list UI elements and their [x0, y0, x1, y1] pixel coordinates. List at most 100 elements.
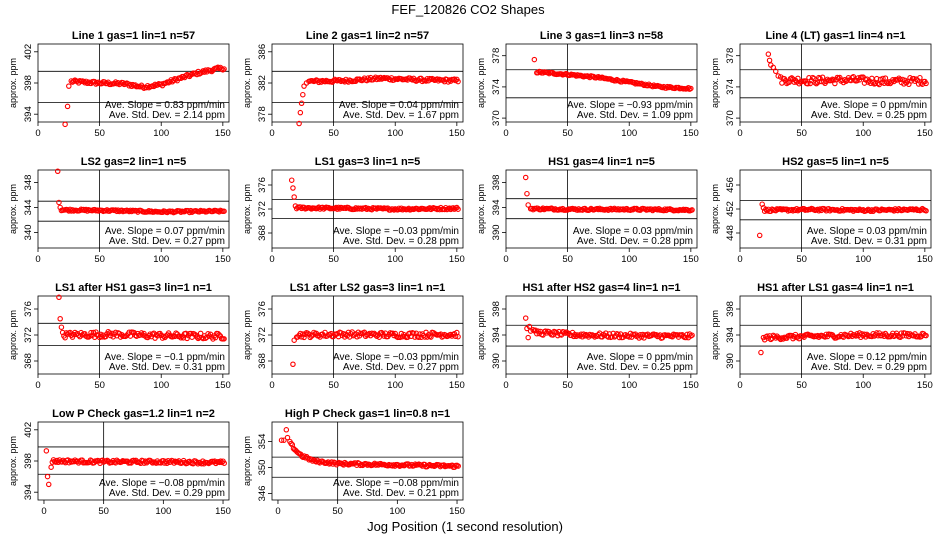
y-tick-label: 398 [23, 75, 34, 91]
x-tick-label: 150 [449, 254, 465, 265]
data-point [344, 78, 350, 84]
data-point [381, 333, 387, 339]
data-point [70, 78, 77, 84]
data-point [562, 330, 568, 336]
slope-annotation-2: Ave. Std. Dev. = 0.25 ppm [577, 362, 693, 373]
panel-9: LS1 after HS1 gas=3 lin=1 n=1 approx. ppm… [8, 282, 231, 391]
slope-annotation-1: Ave. Slope = 0.04 ppm/min [339, 100, 459, 111]
y-tick-label: 394 [23, 106, 34, 122]
panel-title: LS2 gas=2 lin=1 n=5 [81, 156, 186, 168]
data-point [572, 72, 578, 78]
data-point [300, 91, 306, 98]
data-point [201, 208, 208, 214]
data-point [288, 440, 294, 447]
slope-annotation-1: Ave. Slope = 0.12 ppm/min [807, 352, 927, 363]
y-tick-label: 372 [23, 327, 34, 343]
panel-ylabel: approx. ppm [476, 310, 486, 360]
x-tick-label: 0 [35, 254, 40, 265]
data-point [278, 437, 285, 443]
data-points [290, 329, 461, 367]
slope-annotation-1: Ave. Slope = 0.83 ppm/min [105, 100, 225, 111]
x-tick-label: 50 [94, 380, 105, 391]
x-tick-label: 50 [796, 128, 807, 139]
data-point [795, 75, 801, 82]
data-point [428, 334, 434, 340]
data-point [66, 83, 72, 89]
plot-frame [505, 43, 698, 123]
x-tick-label: 50 [328, 254, 339, 265]
data-point [63, 330, 70, 336]
slope-annotation-2: Ave. Std. Dev. = 2.14 ppm [109, 110, 225, 121]
data-point [196, 209, 203, 215]
x-tick-label: 0 [41, 506, 46, 517]
data-point [765, 51, 772, 57]
data-point [869, 207, 875, 213]
y-tick-label: 368 [257, 225, 268, 241]
data-point [298, 100, 305, 107]
y-tick-label: 340 [23, 224, 34, 240]
x-tick-label: 150 [917, 380, 933, 391]
panel-11: HS1 after HS2 gas=4 lin=1 n=1 approx. ppm… [476, 282, 699, 391]
y-tick-label: 394 [23, 484, 34, 500]
data-point [644, 82, 651, 89]
data-point [169, 208, 176, 215]
slope-annotation-1: Ave. Slope = 0 ppm/min [587, 352, 693, 363]
slope-annotation-2: Ave. Std. Dev. = 1.67 ppm [343, 110, 459, 121]
data-point [450, 205, 456, 211]
x-tick-label: 100 [155, 506, 171, 517]
slope-annotation-2: Ave. Std. Dev. = 0.25 ppm [811, 110, 927, 121]
panels-group: Line 1 gas=1 lin=1 n=57 approx. ppm 0 50 100… [8, 30, 933, 517]
slope-annotation-2: Ave. Std. Dev. = 0.27 ppm [343, 362, 459, 373]
panel-title: Line 3 gas=1 lin=3 n=58 [540, 30, 663, 42]
plot-frame [37, 169, 230, 249]
figure-title: FEF_120826 CO2 Shapes [391, 2, 545, 17]
data-point [442, 332, 449, 338]
data-point [529, 205, 535, 212]
panel-ylabel: approx. ppm [8, 184, 18, 234]
slope-annotation-1: Ave. Slope = 0 ppm/min [821, 100, 927, 111]
panel-ylabel: approx. ppm [8, 310, 18, 360]
y-tick-label: 376 [257, 177, 268, 193]
data-point [822, 206, 828, 213]
y-tick-label: 394 [725, 327, 736, 343]
panel-title: HS1 gas=4 lin=1 n=5 [548, 156, 655, 168]
data-point [68, 208, 75, 214]
data-point [898, 330, 905, 336]
y-tick-label: 370 [491, 110, 502, 126]
data-point [904, 78, 911, 85]
x-tick-label: 150 [917, 254, 933, 265]
x-tick-label: 100 [621, 128, 637, 139]
data-point [415, 334, 422, 341]
x-tick-label: 150 [215, 380, 231, 391]
data-point [874, 330, 880, 336]
data-point [789, 206, 795, 213]
data-point [684, 85, 690, 92]
x-tick-label: 0 [737, 254, 742, 265]
data-point [875, 332, 881, 339]
data-point [772, 68, 779, 75]
slope-annotation-2: Ave. Std. Dev. = 0.29 ppm [811, 362, 927, 373]
x-tick-label: 0 [35, 128, 40, 139]
data-point [915, 81, 922, 87]
x-tick-label: 100 [855, 254, 871, 265]
x-tick-label: 50 [94, 254, 105, 265]
data-point [298, 334, 305, 340]
panel-1: Line 1 gas=1 lin=1 n=57 approx. ppm 0 50 100… [8, 30, 231, 139]
data-point [455, 463, 461, 469]
y-tick-label: 346 [257, 486, 268, 502]
x-tick-label: 100 [855, 380, 871, 391]
data-point [615, 331, 621, 338]
data-points [296, 74, 461, 127]
data-point [371, 75, 378, 82]
x-tick-label: 0 [269, 128, 274, 139]
data-point [317, 78, 323, 84]
data-point [221, 208, 227, 214]
x-tick-label: 0 [503, 128, 508, 139]
data-point [103, 333, 109, 340]
x-tick-label: 150 [449, 380, 465, 391]
y-tick-label: 354 [257, 434, 268, 450]
panel-title: LS1 gas=3 lin=1 n=5 [315, 156, 420, 168]
data-points [62, 64, 227, 128]
data-point [57, 315, 63, 322]
data-point [805, 80, 811, 87]
